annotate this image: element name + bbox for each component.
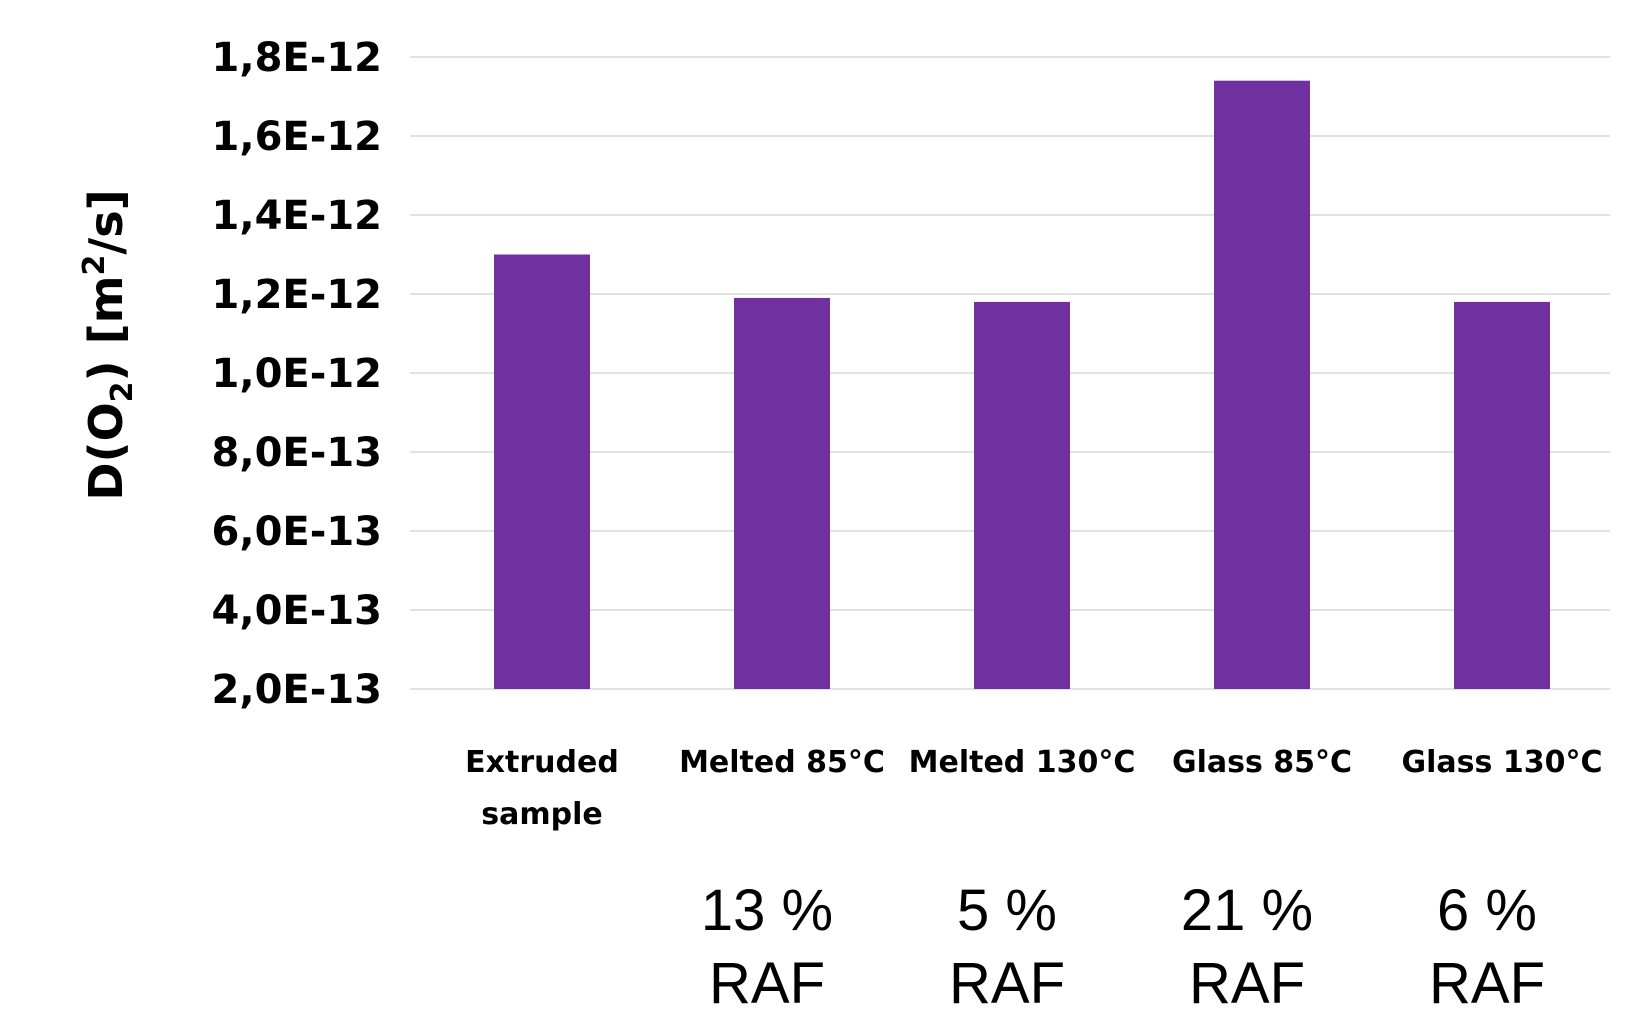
bar [974,301,1070,689]
bars [494,80,1550,689]
bar [1214,80,1310,689]
bar [1454,301,1550,689]
raf-annotation: 5 % RAF [949,878,1065,1016]
raf-annotations: 13 % RAF 5 % RAF 21 % RAF 6 % RAF [701,878,1545,1016]
x-tick-label: Melted 85°C [679,745,885,780]
x-tick-label: Melted 130°C [909,745,1136,780]
y-axis-label-part: D(O [79,402,133,500]
y-tick-label: 1,0E-12 [212,351,382,397]
y-tick-label: 1,8E-12 [212,35,382,81]
raf-annotation: 6 % RAF [1429,878,1545,1016]
y-tick-label: 1,4E-12 [212,193,382,239]
bar [734,297,830,689]
x-tick-label: Glass 85°C [1172,745,1352,780]
y-axis-label-part: ) [m [79,275,133,381]
y-tick-labels: 1,8E-12 1,6E-12 1,4E-12 1,2E-12 1,0E-12 8,0E-… [212,35,382,713]
bar [494,254,590,689]
y-tick-label: 1,2E-12 [212,272,382,318]
raf-annotation: 13 % RAF [701,878,833,1016]
y-tick-label: 2,0E-13 [212,667,382,713]
y-tick-label: 6,0E-13 [212,509,382,555]
y-tick-label: 4,0E-13 [212,588,382,634]
x-tick-label: Glass 130°C [1402,745,1603,780]
x-tick-label: Extruded sample [465,745,619,832]
y-tick-label: 1,6E-12 [212,114,382,160]
x-tick-labels: Extruded sample Melted 85°C Melted 130°C Gla… [465,745,1602,832]
y-axis-label-part: /s] [79,189,133,254]
y-axis-label-superscript: 2 [77,255,112,276]
y-tick-label: 8,0E-13 [212,430,382,476]
y-axis-label: D(O2) [m2/s] [77,189,140,500]
raf-annotation: 21 % RAF [1181,878,1313,1016]
y-axis-label-subscript: 2 [105,381,140,402]
